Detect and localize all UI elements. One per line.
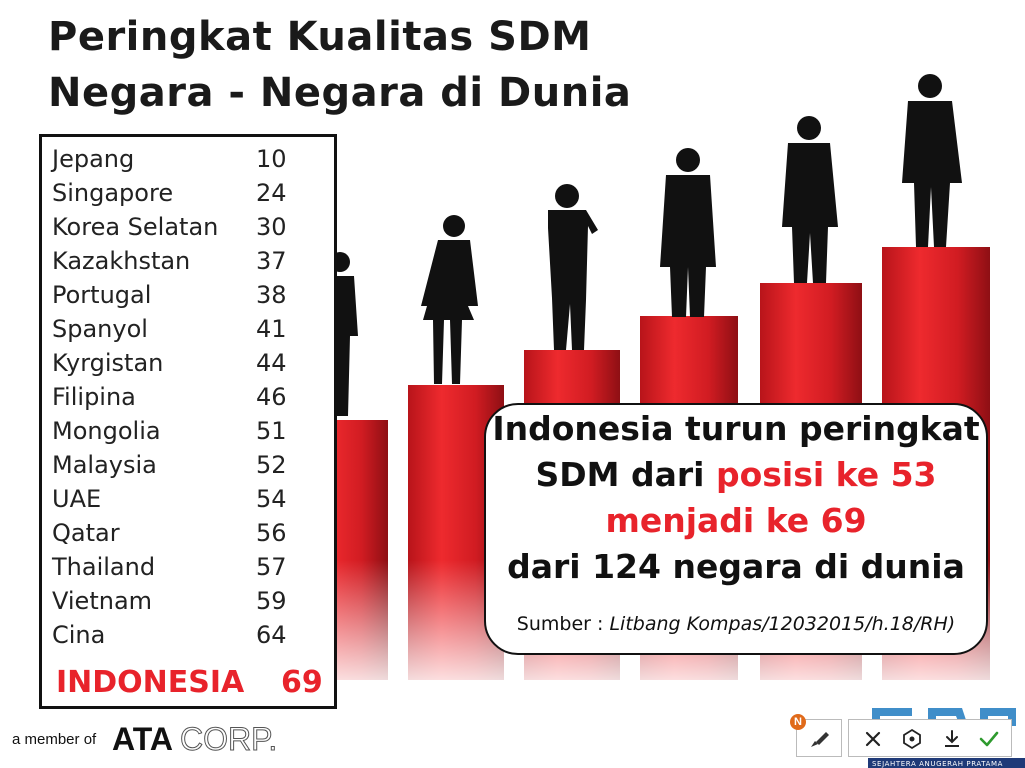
rank-value: 56: [256, 519, 287, 547]
callout-box: Indonesia turun peringkat SDM dari posis…: [484, 403, 988, 655]
rank-value: 64: [256, 621, 287, 649]
country-name: Jepang: [52, 145, 135, 173]
country-name: Vietnam: [52, 587, 153, 615]
check-icon[interactable]: [977, 728, 1001, 750]
brush-icon: [811, 732, 829, 747]
rank-value: 10: [256, 145, 287, 173]
callout-line-2: SDM dari posisi ke 53: [486, 455, 986, 494]
rank-value: 51: [256, 417, 287, 445]
member-of-label: a member of: [12, 731, 97, 748]
ranking-row: Cina 64: [52, 621, 322, 655]
country-name: Thailand: [52, 553, 156, 581]
person-silhouette: [421, 215, 478, 384]
rank-value: 37: [256, 247, 287, 275]
ranking-row: Singapore 24: [52, 179, 322, 213]
ranking-row: Filipina 46: [52, 383, 322, 417]
rank-value: 57: [256, 553, 287, 581]
ranking-row: Korea Selatan 30: [52, 213, 322, 247]
country-name: Portugal: [52, 281, 152, 309]
callout-new-position: menjadi ke 69: [605, 501, 867, 540]
ranking-table: Jepang 10 Singapore 24 Korea Selatan 30 …: [39, 134, 337, 709]
person-silhouette: [548, 184, 598, 350]
target-icon[interactable]: [901, 728, 923, 750]
country-name: Singapore: [52, 179, 174, 207]
rank-value: 46: [256, 383, 287, 411]
logo-text-ata: ATA: [112, 722, 173, 754]
callout-line-4: dari 124 negara di dunia: [507, 547, 965, 586]
ranking-row: Kyrgistan 44: [52, 349, 322, 383]
silhouettes: [322, 74, 962, 416]
rank-value: 24: [256, 179, 287, 207]
person-silhouette: [660, 148, 716, 317]
country-name: Kazakhstan: [52, 247, 191, 275]
callout-line-2-text: SDM dari: [535, 455, 716, 494]
notification-badge: N: [790, 714, 806, 730]
rank-value: 59: [256, 587, 287, 615]
person-silhouette: [902, 74, 962, 247]
title-line-2: Negara - Negara di Dunia: [48, 70, 632, 116]
country-name: Cina: [52, 621, 106, 649]
country-name: Kyrgistan: [52, 349, 164, 377]
rank-value: 30: [256, 213, 287, 241]
highlight-row-indonesia: INDONESIA 69: [56, 665, 331, 700]
ata-corp-logo: ATA CORP.: [112, 722, 278, 754]
ranking-row: Jepang 10: [52, 145, 322, 179]
callout-line-1: Indonesia turun peringkat: [492, 409, 980, 448]
highlight-country: INDONESIA: [56, 665, 245, 700]
person-silhouette: [782, 116, 838, 283]
rank-value: 41: [256, 315, 287, 343]
ranking-row: Vietnam 59: [52, 587, 322, 621]
source-value: Litbang Kompas/12032015/h.18/RH): [609, 613, 956, 635]
title-line-1: Peringkat Kualitas SDM: [48, 14, 592, 60]
rank-value: 54: [256, 485, 287, 513]
rank-value: 38: [256, 281, 287, 309]
ranking-row: UAE 54: [52, 485, 322, 519]
country-name: Filipina: [52, 383, 136, 411]
rank-value: 44: [256, 349, 287, 377]
source-label: Sumber :: [516, 613, 610, 635]
rank-value: 52: [256, 451, 287, 479]
country-name: Mongolia: [52, 417, 161, 445]
ranking-row: Kazakhstan 37: [52, 247, 322, 281]
country-name: Korea Selatan: [52, 213, 219, 241]
ranking-row: Mongolia 51: [52, 417, 322, 451]
ranking-row: Spanyol 41: [52, 315, 322, 349]
country-name: UAE: [52, 485, 102, 513]
logo-text-corp: CORP.: [180, 722, 277, 754]
close-icon[interactable]: [863, 729, 883, 749]
ranking-row: Portugal 38: [52, 281, 322, 315]
action-toolbar: [848, 719, 1012, 757]
callout-old-position: posisi ke 53: [715, 455, 937, 494]
country-name: Qatar: [52, 519, 120, 547]
ranking-row: Malaysia 52: [52, 451, 322, 485]
download-icon[interactable]: [941, 728, 963, 750]
ranking-row: Thailand 57: [52, 553, 322, 587]
source-citation: Sumber : Litbang Kompas/12032015/h.18/RH…: [486, 613, 986, 635]
corner-brand-logo: SEJAHTERA ANUGERAH PRATAMA: [868, 708, 1025, 768]
country-name: Spanyol: [52, 315, 148, 343]
country-name: Malaysia: [52, 451, 157, 479]
corner-brand-text: SEJAHTERA ANUGERAH PRATAMA: [872, 760, 1003, 768]
ranking-row: Qatar 56: [52, 519, 322, 553]
highlight-rank: 69: [281, 665, 323, 700]
